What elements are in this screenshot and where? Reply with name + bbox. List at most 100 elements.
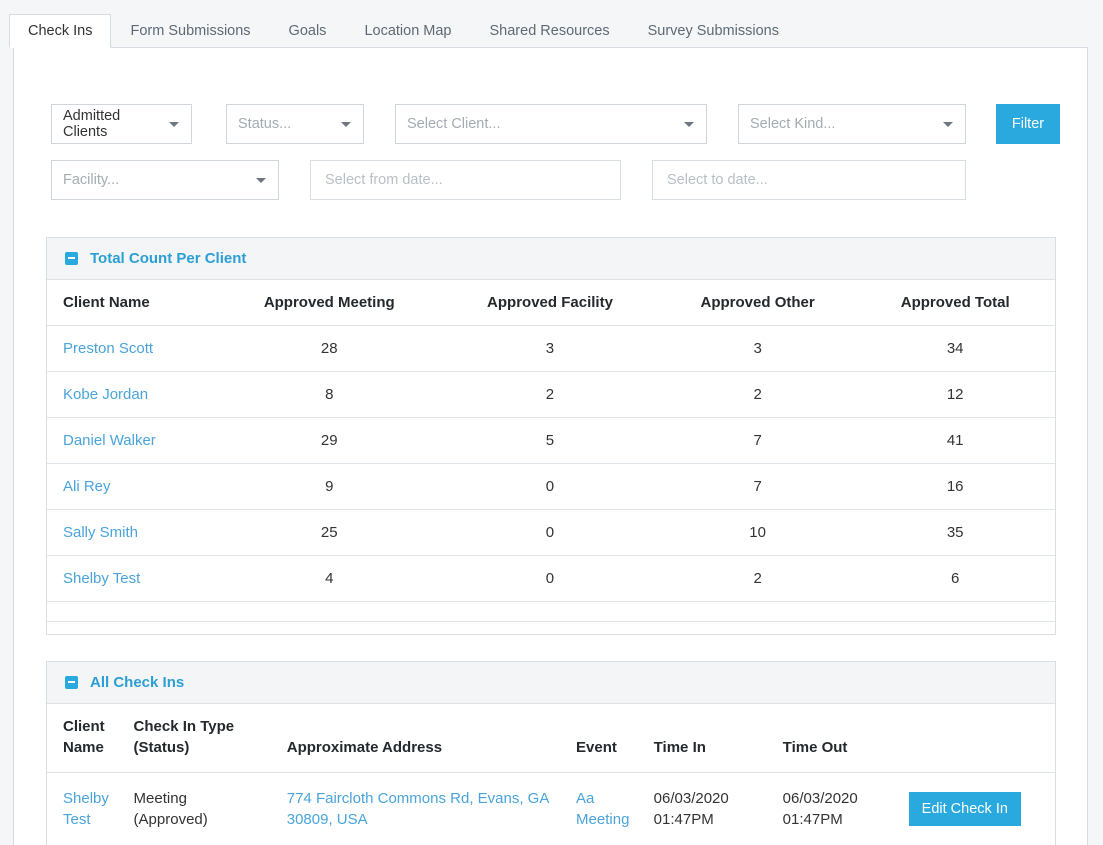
client-name-cell: Kobe Jordan — [47, 371, 219, 418]
client-link[interactable]: Kobe Jordan — [63, 386, 149, 403]
tab-goals[interactable]: Goals — [288, 23, 327, 39]
filter-button[interactable]: Filter — [996, 104, 1060, 144]
total-count-panel-header[interactable]: Total Count Per Client — [47, 238, 1055, 280]
filter-row-2: Facility... — [51, 160, 1087, 200]
total-count-panel: Total Count Per Client Client Name Approv… — [46, 237, 1056, 635]
count-cell: 29 — [218, 417, 441, 464]
status-select[interactable]: Status... — [226, 104, 364, 144]
count-cell: 0 — [440, 509, 660, 556]
tab-location-map[interactable]: Location Map — [364, 23, 452, 39]
table-header-row: Client Name Approved Meeting Approved Faci… — [47, 280, 1055, 326]
content-panel: Admitted Clients Status... Select Client… — [13, 47, 1088, 845]
status-placeholder: Status... — [238, 116, 292, 132]
from-date-input[interactable] — [310, 160, 621, 200]
column-header: Approved Other — [659, 280, 856, 326]
caret-down-icon — [684, 122, 694, 127]
action-cell: Edit Check In — [892, 772, 1055, 845]
count-cell: 7 — [659, 463, 856, 510]
time-out-cell: 06/03/2020 01:47PM — [766, 772, 893, 845]
admitted-clients-value: Admitted Clients — [63, 108, 121, 140]
column-header: Check In Type (Status) — [117, 704, 271, 773]
event-link[interactable]: Aa Meeting — [576, 790, 630, 828]
count-cell: 41 — [855, 417, 1055, 464]
count-cell: 9 — [218, 463, 441, 510]
table-row: Shelby Test Meeting (Approved) 774 Fairclo… — [47, 772, 1055, 845]
column-header: Approved Total — [855, 280, 1055, 326]
column-header: Approximate Address — [270, 704, 561, 773]
column-header: Approved Meeting — [218, 280, 441, 326]
client-link[interactable]: Sally Smith — [63, 524, 139, 541]
column-header: Client Name — [47, 704, 118, 773]
client-link[interactable]: Daniel Walker — [63, 432, 156, 449]
tab-survey-submissions[interactable]: Survey Submissions — [647, 23, 779, 39]
count-cell: 2 — [440, 371, 660, 418]
all-check-ins-panel: All Check Ins Client Name Check In Type (… — [46, 661, 1056, 845]
column-header: Event — [560, 704, 638, 773]
count-cell: 10 — [659, 509, 856, 556]
filter-row-1: Admitted Clients Status... Select Client… — [51, 104, 1087, 144]
count-cell: 16 — [855, 463, 1055, 510]
client-name-cell: Ali Rey — [47, 463, 219, 510]
panel-title: Total Count Per Client — [90, 250, 247, 267]
check-ins-table: Client Name Check In Type (Status) Approxi… — [47, 704, 1055, 845]
count-cell: 2 — [659, 555, 856, 602]
count-cell: 25 — [218, 509, 441, 556]
count-cell: 5 — [440, 417, 660, 464]
count-cell: 28 — [218, 325, 441, 372]
address-link[interactable]: 774 Faircloth Commons Rd, Evans, GA 3080… — [286, 790, 549, 828]
to-date-input[interactable] — [652, 160, 966, 200]
collapse-minus-icon[interactable] — [65, 252, 78, 265]
tab-bar: Check Ins Form Submissions Goals Location M… — [0, 0, 1103, 48]
all-check-ins-panel-header[interactable]: All Check Ins — [47, 662, 1055, 704]
client-link[interactable]: Shelby Test — [63, 790, 109, 828]
select-kind-placeholder: Select Kind... — [750, 116, 836, 132]
count-cell: 34 — [855, 325, 1055, 372]
check-in-type-cell: Meeting (Approved) — [117, 772, 271, 845]
count-cell: 0 — [440, 463, 660, 510]
table-row: Daniel Walker 29 5 7 41 — [47, 417, 1055, 464]
table-row: Sally Smith 25 0 10 35 — [47, 509, 1055, 556]
select-kind-select[interactable]: Select Kind... — [738, 104, 966, 144]
client-name-cell: Shelby Test — [47, 555, 219, 602]
event-cell: Aa Meeting — [560, 772, 638, 845]
client-link[interactable]: Ali Rey — [63, 478, 111, 495]
table-row: Shelby Test 4 0 2 6 — [47, 555, 1055, 602]
select-client-select[interactable]: Select Client... — [395, 104, 707, 144]
table-row: Preston Scott 28 3 3 34 — [47, 325, 1055, 372]
column-header: Time Out — [766, 704, 893, 773]
client-name-cell: Daniel Walker — [47, 417, 219, 464]
count-cell: 4 — [218, 555, 441, 602]
caret-down-icon — [256, 178, 266, 183]
client-name-cell: Sally Smith — [47, 509, 219, 556]
tab-shared-resources[interactable]: Shared Resources — [489, 23, 610, 39]
admitted-clients-select[interactable]: Admitted Clients — [51, 104, 192, 144]
tab-check-ins[interactable]: Check Ins — [9, 14, 112, 48]
client-link[interactable]: Shelby Test — [63, 570, 141, 587]
count-cell: 12 — [855, 371, 1055, 418]
caret-down-icon — [169, 122, 179, 127]
time-in-cell: 06/03/2020 01:47PM — [637, 772, 767, 845]
address-cell: 774 Faircloth Commons Rd, Evans, GA 3080… — [270, 772, 561, 845]
column-header: Approved Facility — [440, 280, 660, 326]
empty-table-row — [47, 602, 1055, 622]
facility-placeholder: Facility... — [63, 172, 120, 188]
column-header — [892, 704, 1055, 773]
client-link[interactable]: Preston Scott — [63, 340, 154, 357]
table-row: Kobe Jordan 8 2 2 12 — [47, 371, 1055, 418]
tab-form-submissions[interactable]: Form Submissions — [130, 23, 251, 39]
count-cell: 7 — [659, 417, 856, 464]
table-row: Ali Rey 9 0 7 16 — [47, 463, 1055, 510]
select-client-placeholder: Select Client... — [407, 116, 501, 132]
caret-down-icon — [943, 122, 953, 127]
collapse-minus-icon[interactable] — [65, 676, 78, 689]
column-header: Time In — [637, 704, 767, 773]
count-cell: 6 — [855, 555, 1055, 602]
table-header-row: Client Name Check In Type (Status) Approxi… — [47, 704, 1055, 773]
count-cell: 3 — [659, 325, 856, 372]
facility-select[interactable]: Facility... — [51, 160, 279, 200]
edit-check-in-button[interactable]: Edit Check In — [908, 792, 1021, 826]
panel-title: All Check Ins — [90, 674, 185, 691]
table-footer — [47, 622, 1055, 634]
count-cell: 8 — [218, 371, 441, 418]
count-cell: 0 — [440, 555, 660, 602]
